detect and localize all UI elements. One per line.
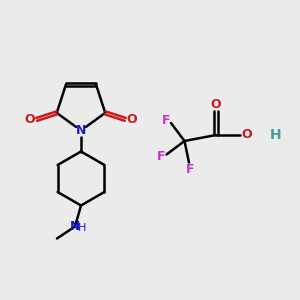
Text: N: N (76, 124, 86, 137)
Text: O: O (25, 113, 35, 126)
Text: O: O (241, 128, 252, 142)
Text: F: F (157, 149, 165, 163)
Text: H: H (270, 128, 282, 142)
Text: N: N (70, 220, 80, 233)
Text: F: F (186, 163, 195, 176)
Text: H: H (78, 223, 87, 233)
Text: O: O (127, 113, 137, 126)
Text: O: O (211, 98, 221, 111)
Text: F: F (162, 113, 171, 127)
